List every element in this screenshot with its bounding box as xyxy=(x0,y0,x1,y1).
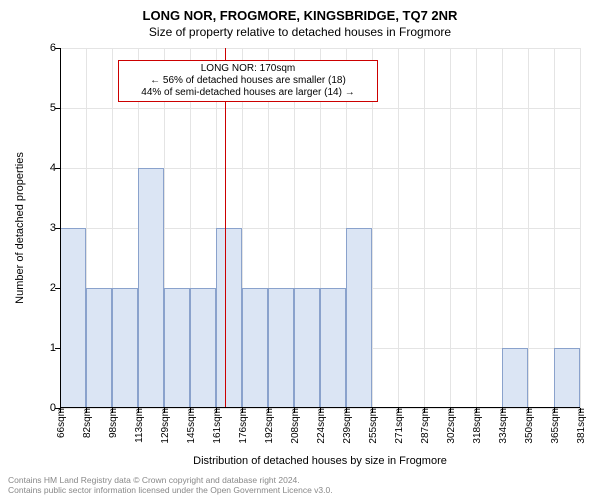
annotation-box: LONG NOR: 170sqm← 56% of detached houses… xyxy=(118,60,378,102)
axis-line-y xyxy=(60,48,61,408)
grid-line-v xyxy=(580,48,581,408)
annotation-line: LONG NOR: 170sqm xyxy=(123,63,373,75)
y-axis-label: Number of detached properties xyxy=(14,152,26,304)
footer-line: Contains public sector information licen… xyxy=(8,486,333,496)
x-tick-label: 302sqm xyxy=(446,408,457,444)
histogram-bar xyxy=(112,288,138,408)
histogram-bar xyxy=(190,288,216,408)
x-tick-label: 318sqm xyxy=(472,408,483,444)
x-tick-label: 208sqm xyxy=(290,408,301,444)
x-tick-label: 350sqm xyxy=(524,408,535,444)
grid-line-v xyxy=(424,48,425,408)
x-tick-label: 334sqm xyxy=(498,408,509,444)
y-tick-label: 4 xyxy=(38,162,56,174)
grid-line-v xyxy=(372,48,373,408)
x-tick-label: 82sqm xyxy=(82,408,93,438)
x-tick-label: 161sqm xyxy=(212,408,223,444)
x-tick-label: 381sqm xyxy=(576,408,587,444)
grid-line-v xyxy=(450,48,451,408)
title-sub: Size of property relative to detached ho… xyxy=(0,23,600,39)
x-tick-label: 271sqm xyxy=(394,408,405,444)
y-tick-label: 2 xyxy=(38,282,56,294)
y-tick-label: 1 xyxy=(38,342,56,354)
histogram-bar xyxy=(86,288,112,408)
grid-line-v xyxy=(398,48,399,408)
x-tick-label: 129sqm xyxy=(160,408,171,444)
histogram-bar xyxy=(216,228,242,408)
x-tick-label: 66sqm xyxy=(56,408,67,438)
histogram-bar xyxy=(242,288,268,408)
histogram-bar xyxy=(294,288,320,408)
x-axis-label: Distribution of detached houses by size … xyxy=(60,455,580,467)
histogram-bar xyxy=(346,228,372,408)
histogram-bar xyxy=(554,348,580,408)
histogram-bar xyxy=(138,168,164,408)
grid-line-v xyxy=(476,48,477,408)
histogram-bar xyxy=(502,348,528,408)
x-tick-label: 255sqm xyxy=(368,408,379,444)
title-main: LONG NOR, FROGMORE, KINGSBRIDGE, TQ7 2NR xyxy=(0,0,600,23)
x-tick-label: 113sqm xyxy=(134,408,145,443)
x-tick-label: 145sqm xyxy=(186,408,197,444)
annotation-line: ← 56% of detached houses are smaller (18… xyxy=(123,75,373,87)
grid-line-v xyxy=(528,48,529,408)
reference-line xyxy=(225,48,226,408)
histogram-bar xyxy=(268,288,294,408)
histogram-bar xyxy=(320,288,346,408)
axis-line-x xyxy=(60,407,580,408)
x-tick-label: 224sqm xyxy=(316,408,327,444)
x-tick-label: 176sqm xyxy=(238,408,249,444)
plot-area: 012345666sqm82sqm98sqm113sqm129sqm145sqm… xyxy=(60,48,580,408)
x-tick-label: 239sqm xyxy=(342,408,353,444)
histogram-bar xyxy=(164,288,190,408)
y-tick-label: 6 xyxy=(38,42,56,54)
footer-attribution: Contains HM Land Registry data © Crown c… xyxy=(8,476,333,496)
x-tick-label: 287sqm xyxy=(420,408,431,444)
y-tick-label: 3 xyxy=(38,222,56,234)
x-tick-label: 365sqm xyxy=(550,408,561,444)
y-tick-label: 5 xyxy=(38,102,56,114)
chart-container: LONG NOR, FROGMORE, KINGSBRIDGE, TQ7 2NR… xyxy=(0,0,600,500)
y-tick-label: 0 xyxy=(38,402,56,414)
x-tick-label: 192sqm xyxy=(264,408,275,444)
histogram-bar xyxy=(60,228,86,408)
x-tick-label: 98sqm xyxy=(108,408,119,438)
annotation-line: 44% of semi-detached houses are larger (… xyxy=(123,87,373,99)
